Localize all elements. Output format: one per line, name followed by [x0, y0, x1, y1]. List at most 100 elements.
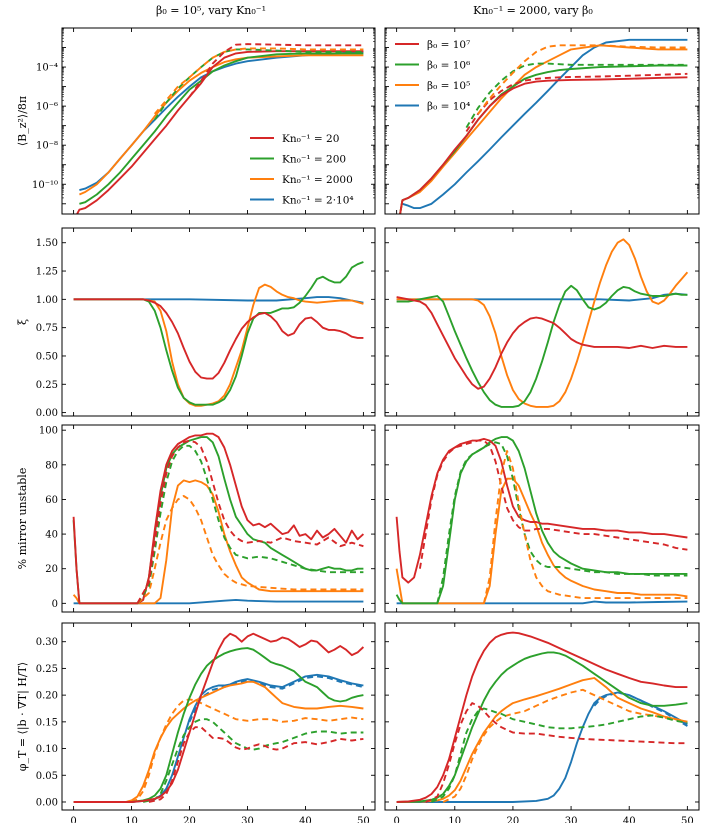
- series-group: [73, 261, 364, 407]
- legend-label: Kn₀⁻¹ = 2·10⁴: [282, 195, 354, 207]
- series-group: [396, 238, 689, 408]
- series-line: [136, 495, 364, 605]
- x-tick-label: 20: [183, 816, 196, 823]
- series-group: [73, 632, 365, 803]
- y-tick-label: 1.00: [36, 295, 58, 306]
- y-axis-label: φ_T = ⟨|b · ∇T| H/T⟩: [16, 662, 30, 771]
- y-tick-label: 10⁻¹⁰: [32, 180, 58, 191]
- axes-frame: [61, 227, 376, 417]
- x-tick-label: 50: [681, 816, 694, 823]
- series-line: [72, 432, 365, 605]
- legend: β₀ = 10⁷ β₀ = 10⁶ β₀ = 10⁵ β₀ = 10⁴: [395, 39, 470, 113]
- y-tick-label: 40: [45, 530, 58, 541]
- series-line: [153, 47, 364, 115]
- series-line: [396, 296, 688, 390]
- y-tick-label: 0.30: [36, 637, 58, 648]
- y-tick-label: 10⁻⁶: [36, 102, 58, 113]
- panel-2-right: [384, 227, 700, 417]
- series-line: [73, 298, 364, 380]
- y-tick-label: 1.25: [36, 267, 58, 278]
- y-tick-label: 0.25: [36, 380, 58, 391]
- y-tick-label: 1.50: [36, 238, 58, 249]
- y-tick-label: 10⁻⁸: [36, 141, 58, 152]
- series-group: [72, 432, 365, 605]
- y-tick-label: 0.50: [36, 351, 58, 362]
- series-line: [465, 72, 688, 133]
- x-tick-label: 20: [507, 816, 520, 823]
- x-tick-label: 10: [448, 816, 461, 823]
- axes-frame: [61, 27, 376, 215]
- series-line: [72, 479, 364, 605]
- axes-frame: [384, 424, 700, 613]
- axes-frame: [61, 424, 376, 613]
- series-line: [425, 702, 688, 803]
- series-line: [73, 296, 364, 304]
- series-line: [482, 450, 688, 604]
- series-line: [73, 598, 364, 605]
- y-tick-label: 0.15: [36, 717, 58, 728]
- axes-frame: [384, 27, 700, 215]
- y-tick-label: 0.75: [36, 323, 58, 334]
- axes-frame: [61, 622, 376, 811]
- panel-4-left: 0.00 0.05 0.10 0.15 0.20 0.25 0.30 0 10 20 30 40 50 φ…: [16, 622, 376, 823]
- legend-label: β₀ = 10⁷: [427, 39, 470, 51]
- series-line: [396, 651, 688, 803]
- y-tick-label: 0.10: [36, 744, 58, 755]
- series-line: [395, 437, 688, 584]
- column-title-right: Kn₀⁻¹ = 2000, vary β₀: [473, 4, 593, 17]
- series-line: [73, 632, 365, 803]
- series-group: [76, 43, 364, 214]
- y-tick-label: 100: [39, 426, 58, 437]
- series-group: [395, 436, 688, 605]
- series-group: [399, 38, 688, 214]
- series-line: [73, 283, 364, 407]
- series-line: [73, 261, 364, 406]
- series-line: [396, 631, 688, 803]
- x-tick-label: 10: [125, 816, 138, 823]
- series-line: [395, 436, 688, 605]
- series-line: [396, 677, 688, 803]
- legend-label: β₀ = 10⁴: [427, 101, 470, 113]
- y-tick-label: 10⁻⁴: [36, 63, 58, 74]
- panel-4-right: 0 10 20 30 40 50: [384, 622, 700, 823]
- panel-3-left: 0 20 40 60 80 100 % mirror unstable: [16, 424, 376, 613]
- series-line: [79, 54, 364, 196]
- x-tick-label: 30: [565, 816, 578, 823]
- y-tick-label: 0: [52, 599, 58, 610]
- series-line: [148, 726, 364, 803]
- series-line: [76, 50, 364, 214]
- series-line: [188, 675, 364, 723]
- x-tick-label: 50: [357, 816, 370, 823]
- x-tick-label: 30: [241, 816, 254, 823]
- y-axis-label: % mirror unstable: [16, 468, 29, 570]
- y-tick-label: 20: [45, 564, 58, 575]
- series-line: [395, 477, 688, 605]
- y-axis-label: ξ: [16, 319, 29, 325]
- legend-label: β₀ = 10⁶: [427, 60, 470, 72]
- x-tick-label: 40: [299, 816, 312, 823]
- series-line: [418, 439, 688, 569]
- y-tick-label: 80: [45, 460, 58, 471]
- y-tick-label: 0.05: [36, 771, 58, 782]
- y-tick-label: 60: [45, 495, 58, 506]
- y-tick-label: 0.00: [36, 797, 58, 808]
- series-group: [396, 631, 688, 803]
- series-line: [73, 647, 364, 803]
- series-line: [396, 284, 688, 408]
- axes-frame: [384, 227, 700, 417]
- series-line: [188, 43, 364, 98]
- series-line: [431, 707, 688, 803]
- x-tick-label: 0: [70, 816, 76, 823]
- legend-label: Kn₀⁻¹ = 200: [282, 154, 346, 166]
- series-line: [136, 444, 364, 604]
- series-line: [436, 441, 688, 604]
- x-tick-label: 40: [623, 816, 636, 823]
- x-tick-label: 0: [393, 816, 399, 823]
- series-line: [465, 62, 688, 129]
- series-line: [142, 718, 364, 803]
- legend-label: Kn₀⁻¹ = 20: [282, 133, 339, 145]
- panel-2-left: 0.00 0.25 0.50 0.75 1.00 1.25 1.50 ξ: [16, 227, 376, 419]
- series-line: [593, 691, 688, 727]
- panel-1-right: β₀ = 10⁷ β₀ = 10⁶ β₀ = 10⁵ β₀ = 10⁴: [384, 27, 700, 215]
